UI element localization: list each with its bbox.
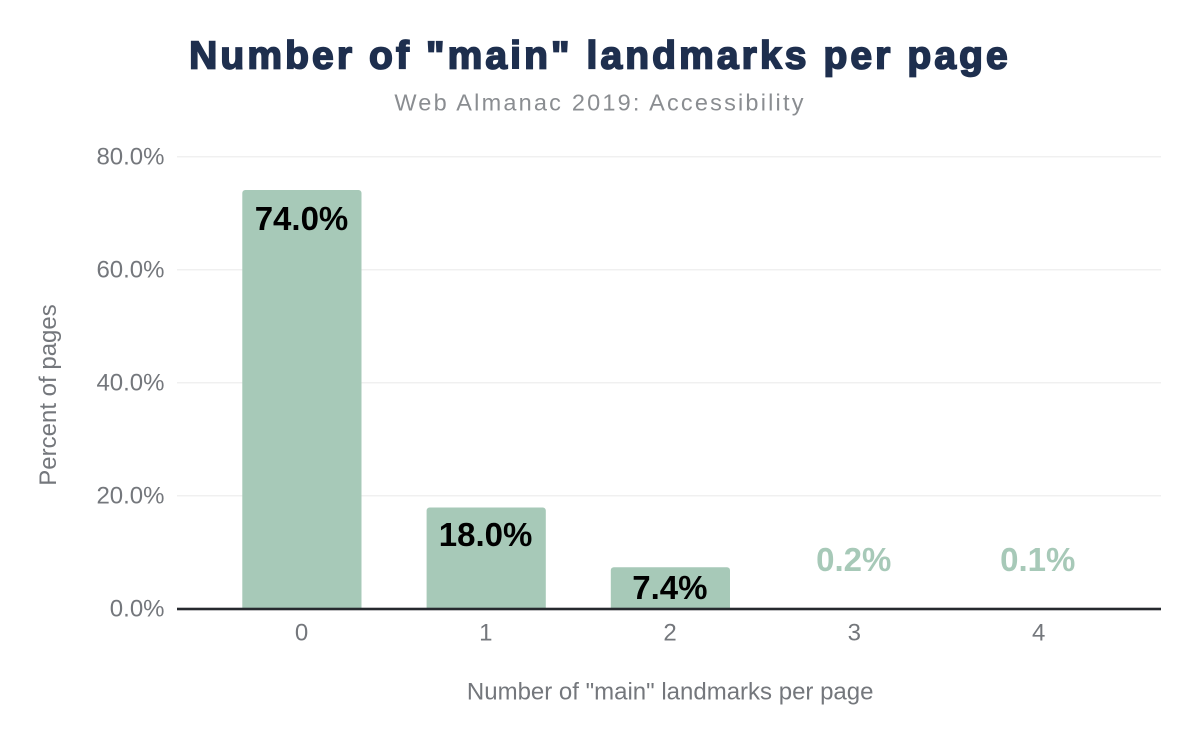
svg-text:3: 3 — [848, 619, 861, 646]
svg-text:0.0%: 0.0% — [110, 596, 165, 623]
svg-text:Web Almanac 2019: Accessibilit: Web Almanac 2019: Accessibility — [394, 90, 805, 116]
svg-text:80.0%: 80.0% — [96, 143, 164, 170]
svg-text:1: 1 — [479, 619, 492, 646]
svg-text:20.0%: 20.0% — [96, 482, 164, 509]
svg-text:0.1%: 0.1% — [1000, 541, 1075, 578]
svg-text:Percent of pages: Percent of pages — [35, 304, 62, 485]
svg-text:7.4%: 7.4% — [632, 569, 707, 606]
svg-text:2: 2 — [663, 619, 676, 646]
svg-text:0: 0 — [295, 619, 308, 646]
svg-text:Number of "main" landmarks per: Number of "main" landmarks per page — [189, 35, 1011, 78]
svg-text:Number of "main" landmarks per: Number of "main" landmarks per page — [467, 679, 874, 706]
svg-text:60.0%: 60.0% — [96, 256, 164, 283]
svg-text:40.0%: 40.0% — [96, 369, 164, 396]
svg-text:18.0%: 18.0% — [439, 516, 533, 553]
svg-text:74.0%: 74.0% — [255, 200, 349, 237]
svg-text:0.2%: 0.2% — [816, 541, 891, 578]
svg-text:4: 4 — [1032, 619, 1045, 646]
